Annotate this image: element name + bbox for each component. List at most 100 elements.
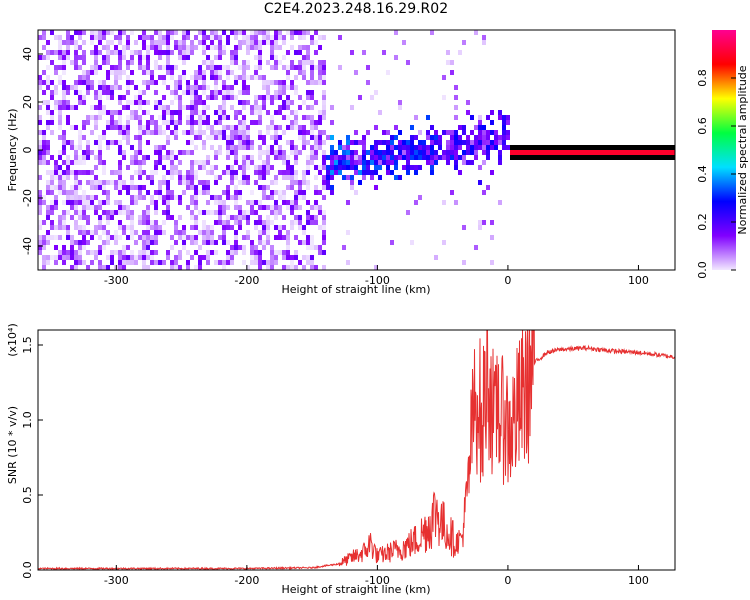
spectrogram-cell bbox=[378, 110, 382, 115]
spectrogram-cell bbox=[546, 150, 550, 155]
spectrogram-cell bbox=[54, 85, 58, 90]
spectrogram-cell bbox=[38, 240, 42, 245]
spectrogram-cell bbox=[174, 170, 178, 175]
spectrogram-cell bbox=[158, 30, 162, 35]
spectrogram-cell bbox=[138, 140, 142, 145]
spectrogram-cell bbox=[54, 245, 58, 250]
spectrogram-cell bbox=[58, 155, 62, 160]
spectrogram-cell bbox=[374, 90, 378, 95]
spectrogram-cell bbox=[170, 190, 174, 195]
spectrogram-cell bbox=[46, 120, 50, 125]
spectrogram-cell bbox=[222, 100, 226, 105]
spectrogram-cell bbox=[166, 120, 170, 125]
spectrogram-cell bbox=[102, 90, 106, 95]
spectrogram-cell bbox=[106, 95, 110, 100]
spectrogram-cell bbox=[262, 95, 266, 100]
spectrogram-cell bbox=[186, 115, 190, 120]
spectrogram-cell bbox=[214, 65, 218, 70]
spectrogram-cell bbox=[202, 185, 206, 190]
snr-x-tick-label: -200 bbox=[234, 574, 259, 587]
spectrogram-cell bbox=[50, 115, 54, 120]
spectrogram-cell bbox=[174, 40, 178, 45]
spectrogram-cell bbox=[90, 185, 94, 190]
spectrogram-cell bbox=[586, 155, 590, 160]
spectrogram-cell bbox=[66, 235, 70, 240]
spectrogram-cell bbox=[186, 150, 190, 155]
spectrogram-cell bbox=[286, 70, 290, 75]
spectrogram-cell bbox=[614, 145, 618, 150]
spectrogram-cell bbox=[94, 225, 98, 230]
spectrogram-cell bbox=[438, 145, 442, 150]
spectrogram-cell bbox=[46, 230, 50, 235]
spectrogram-cell bbox=[478, 135, 482, 140]
spectrogram-cell bbox=[294, 155, 298, 160]
spectrogram-cell bbox=[450, 60, 454, 65]
spectrogram-cell bbox=[150, 195, 154, 200]
spectrogram-cell bbox=[298, 70, 302, 75]
spectrogram-cell bbox=[66, 100, 70, 105]
spectrogram-cell bbox=[134, 200, 138, 205]
spectrogram-cell bbox=[54, 105, 58, 110]
spectrogram-cell bbox=[178, 250, 182, 255]
spectrogram-cell bbox=[126, 85, 130, 90]
spectrogram-cell bbox=[90, 65, 94, 70]
spectrogram-cell bbox=[186, 85, 190, 90]
spectrogram-cell bbox=[46, 65, 50, 70]
spectrogram-cell bbox=[166, 200, 170, 205]
spectrogram-cell bbox=[170, 110, 174, 115]
spectrogram-cell bbox=[226, 145, 230, 150]
spectrogram-cell bbox=[234, 190, 238, 195]
spectrogram-cell bbox=[142, 170, 146, 175]
spectrogram-cell bbox=[310, 235, 314, 240]
spectrogram-cell bbox=[106, 75, 110, 80]
spectrogram-cell bbox=[110, 65, 114, 70]
spectrogram-cell bbox=[294, 160, 298, 165]
spectrogram-cell bbox=[74, 220, 78, 225]
spectrogram-cell bbox=[330, 120, 334, 125]
spectrogram-cell bbox=[234, 95, 238, 100]
spectrogram-cell bbox=[494, 135, 498, 140]
spectrogram-cell bbox=[138, 50, 142, 55]
spectrogram-cell bbox=[238, 215, 242, 220]
spectrogram-cell bbox=[82, 200, 86, 205]
spectrogram-cell bbox=[258, 110, 262, 115]
snr-y-tick-label: 0.0 bbox=[21, 561, 34, 579]
spectrogram-cell bbox=[82, 170, 86, 175]
spectrogram-cell bbox=[82, 55, 86, 60]
spectrogram-cell bbox=[150, 35, 154, 40]
spectrogram-cell bbox=[182, 190, 186, 195]
spectrogram-cell bbox=[70, 160, 74, 165]
spectrogram-cell bbox=[102, 170, 106, 175]
spectrogram-cell bbox=[262, 140, 266, 145]
spectrogram-cell bbox=[110, 250, 114, 255]
spectrogram-cell bbox=[278, 135, 282, 140]
spectrogram-cell bbox=[102, 135, 106, 140]
spectrogram-cell bbox=[38, 245, 42, 250]
spectrogram-cell bbox=[206, 235, 210, 240]
spectrogram-cell bbox=[358, 140, 362, 145]
spectrogram-cell bbox=[482, 125, 486, 130]
spectrogram-cell bbox=[118, 190, 122, 195]
spectrogram-cell bbox=[342, 155, 346, 160]
spectrogram-cell bbox=[146, 130, 150, 135]
spectrogram-cell bbox=[198, 245, 202, 250]
spectrogram-cell bbox=[242, 85, 246, 90]
spectrogram-cell bbox=[242, 155, 246, 160]
spectrogram-cell bbox=[78, 250, 82, 255]
spectrogram-cell bbox=[222, 65, 226, 70]
spectrogram-cell bbox=[302, 135, 306, 140]
spectrogram-cell bbox=[98, 135, 102, 140]
spectrogram-cell bbox=[66, 85, 70, 90]
spectrogram-cell bbox=[146, 240, 150, 245]
spectrogram-cell bbox=[146, 85, 150, 90]
spectrogram-cell bbox=[194, 75, 198, 80]
spectrogram-cell bbox=[486, 185, 490, 190]
spectrogram-cell bbox=[490, 235, 494, 240]
spectrogram-cell bbox=[114, 120, 118, 125]
spectrogram-cell bbox=[258, 40, 262, 45]
spectrogram-cell bbox=[106, 85, 110, 90]
spectrogram-x-ticks: -300 -200 -100 0 100 bbox=[104, 265, 649, 287]
spectrogram-cell bbox=[106, 50, 110, 55]
spectrogram-cell bbox=[94, 180, 98, 185]
spectrogram-cell bbox=[190, 75, 194, 80]
